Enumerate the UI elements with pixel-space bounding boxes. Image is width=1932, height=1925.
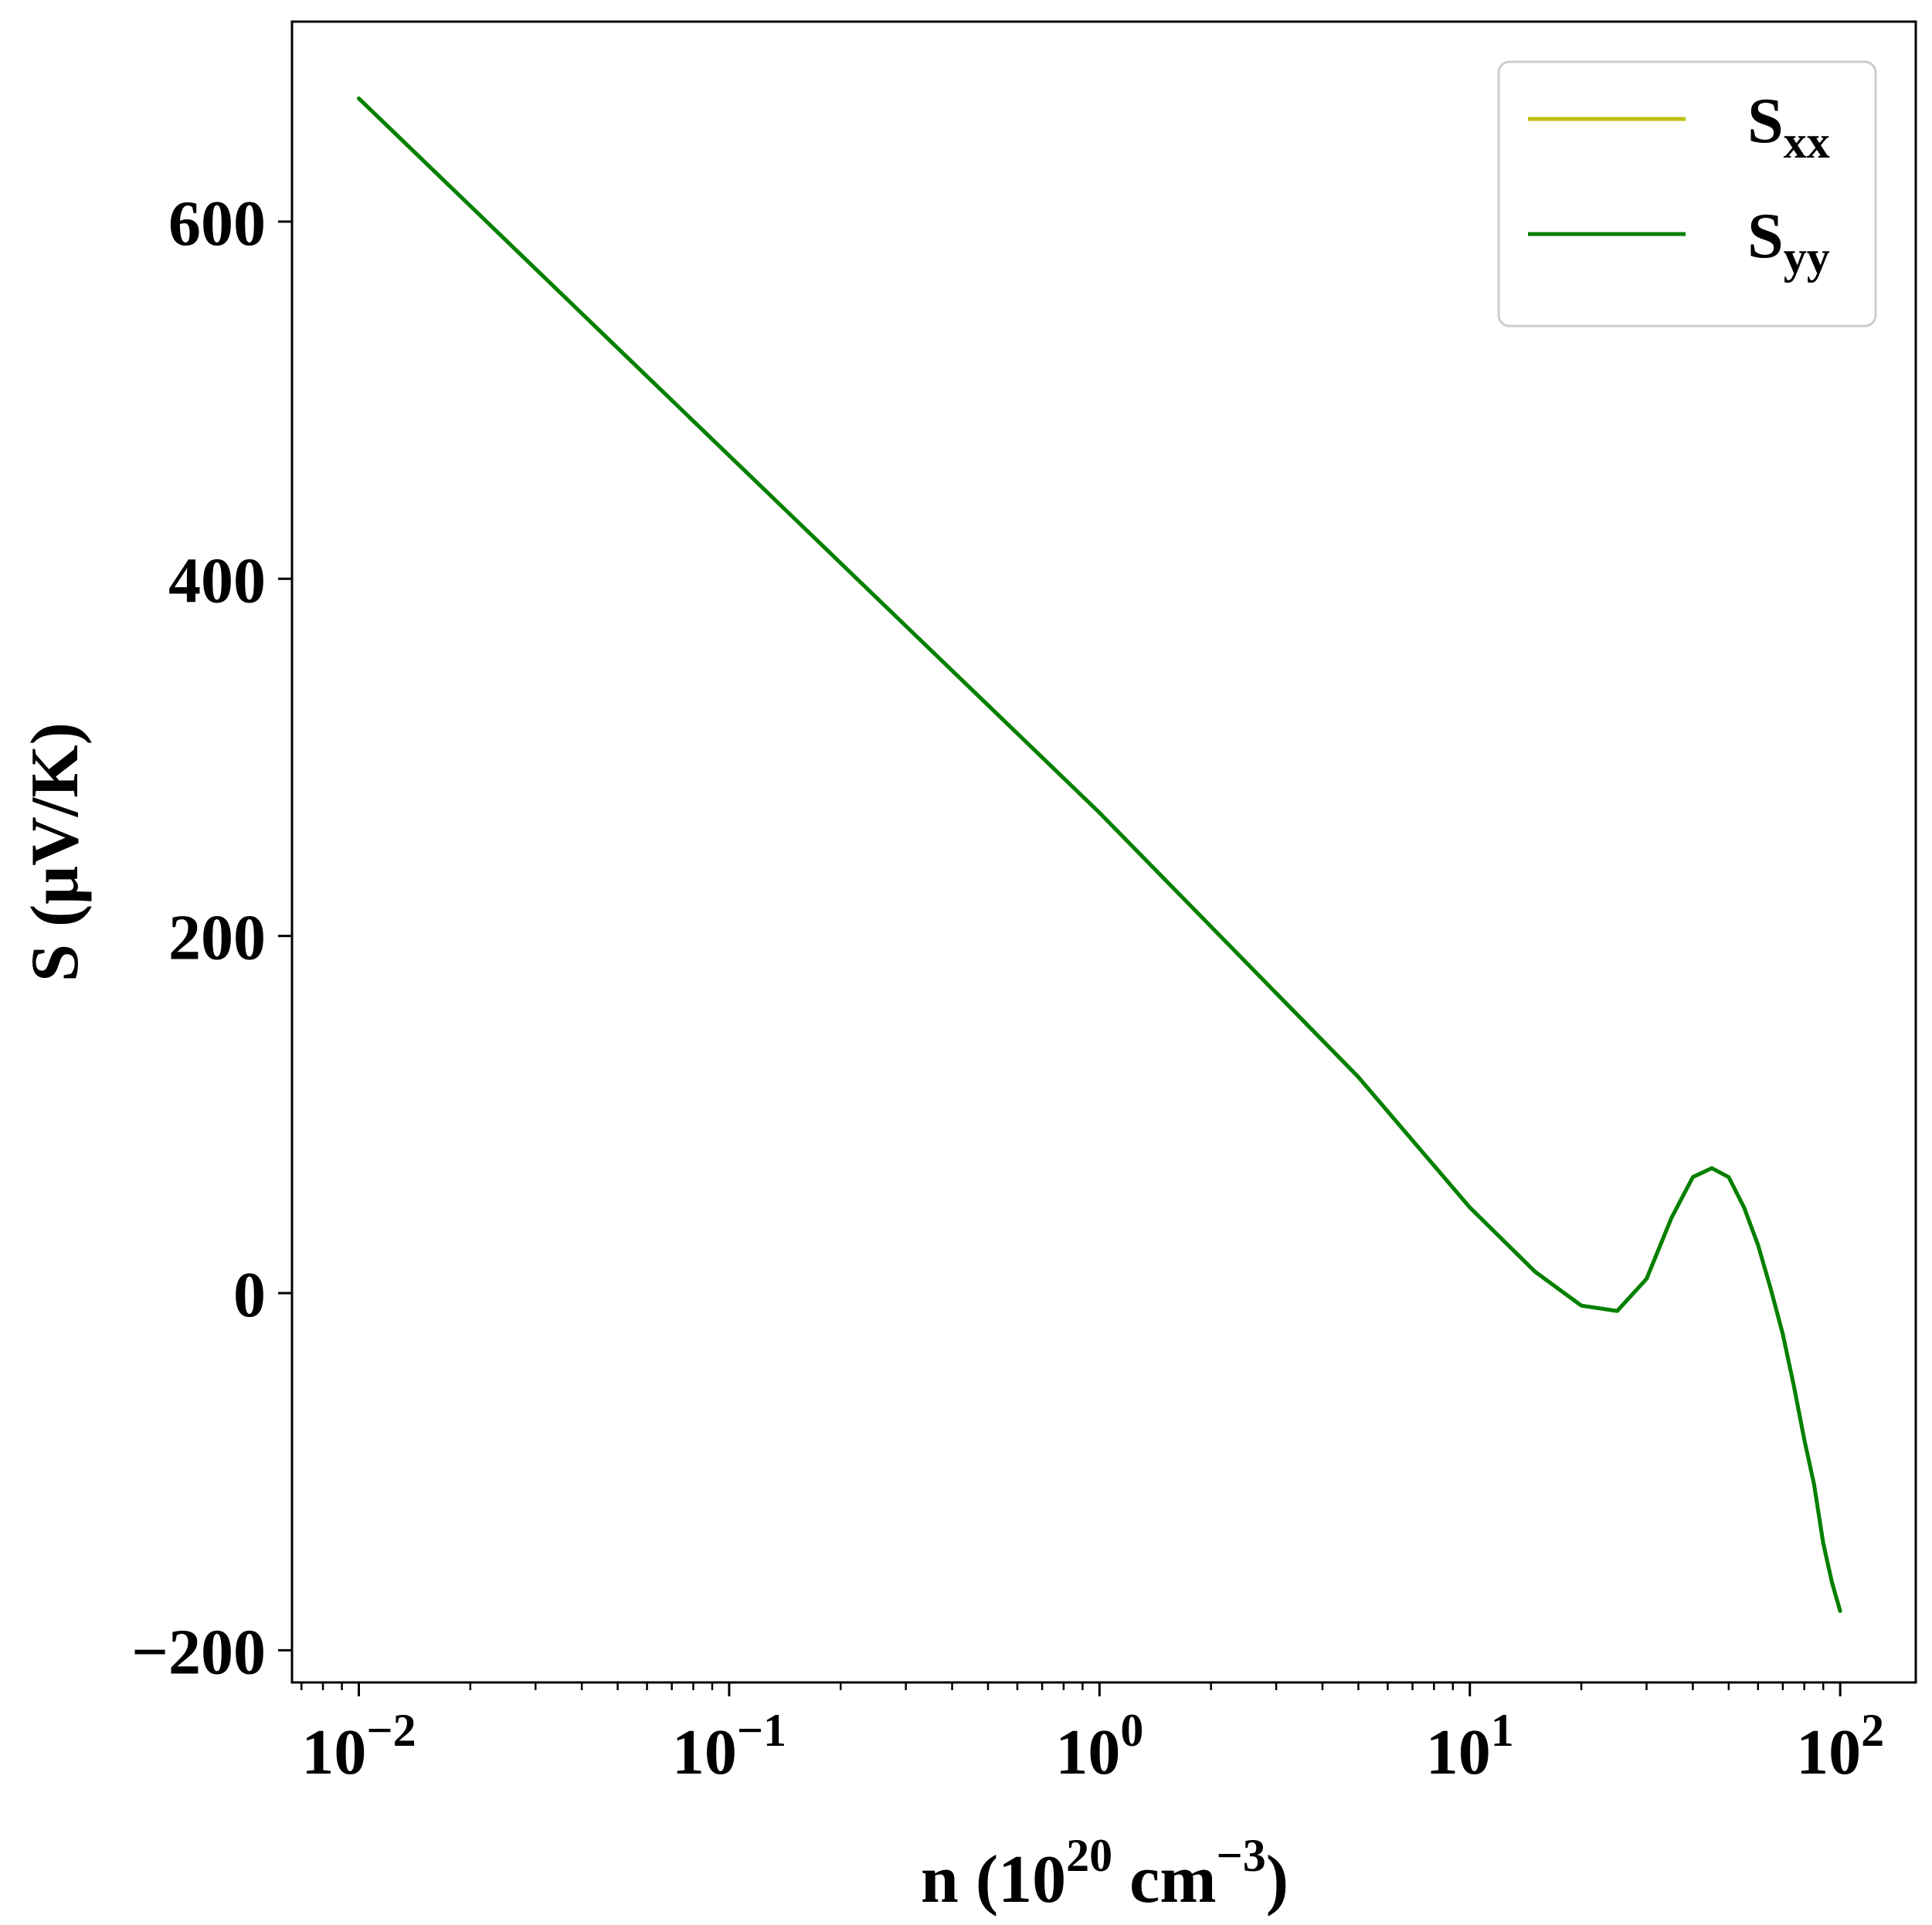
y-tick-label: 0 <box>233 1259 266 1331</box>
x-tick-label: 10−1 <box>672 1705 786 1788</box>
legend: Sxx Syy <box>1497 60 1877 328</box>
y-tick-label: 200 <box>168 902 266 974</box>
x-axis-label: n (1020 cm−3) <box>921 1830 1289 1917</box>
y-axis-ticks: −200 0 200 400 600 <box>131 188 292 1688</box>
y-tick-label: 600 <box>168 188 266 260</box>
series-line-syy <box>357 96 1842 1613</box>
x-axis-ticks: 10−2 10−1 100 101 102 <box>300 1682 1884 1788</box>
series-layer <box>357 96 1842 1613</box>
y-axis-label: S (μV/K) <box>18 722 93 982</box>
legend-label-syy: Syy <box>1747 200 1830 283</box>
x-tick-label: 100 <box>1055 1705 1143 1788</box>
y-tick-label: −200 <box>131 1616 266 1688</box>
y-tick-label: 400 <box>168 545 266 616</box>
x-tick-label: 102 <box>1796 1705 1884 1788</box>
x-tick-label: 101 <box>1426 1705 1514 1788</box>
legend-label-sxx: Sxx <box>1747 85 1830 168</box>
legend-frame <box>1497 60 1877 328</box>
x-tick-label: 10−2 <box>301 1705 416 1788</box>
